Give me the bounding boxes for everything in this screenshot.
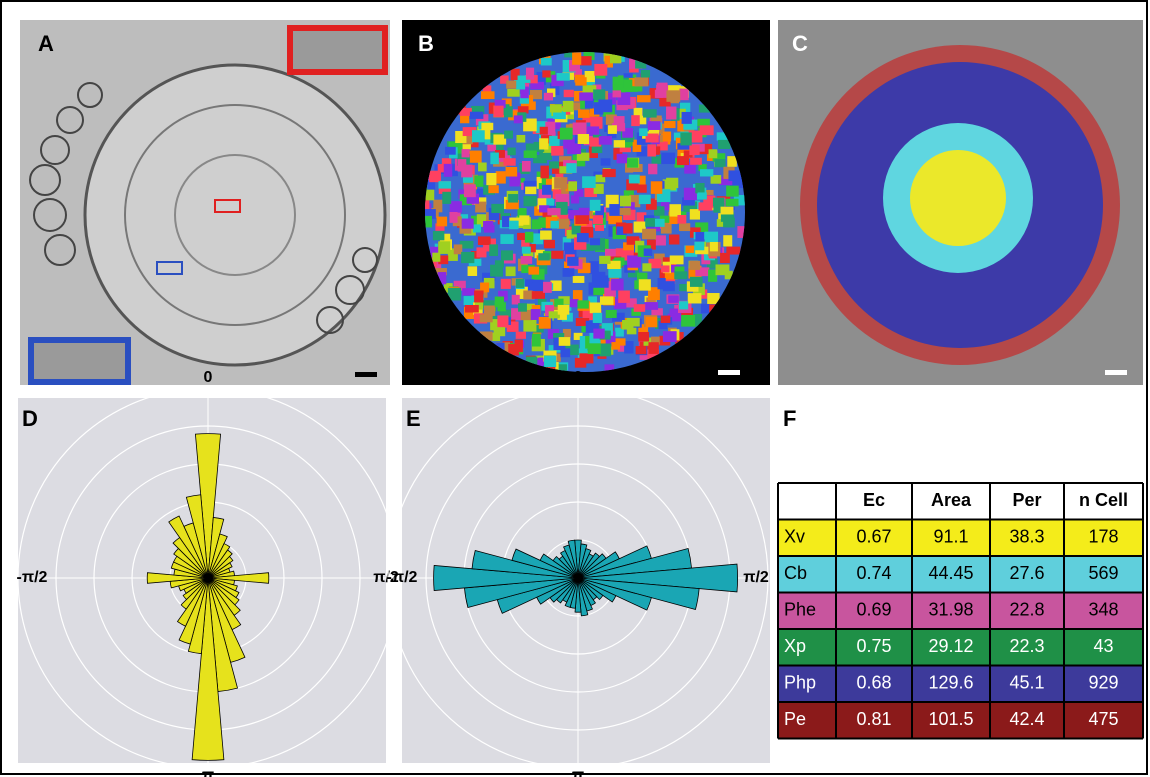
row-label: Xp xyxy=(784,636,806,656)
table-cell: 101.5 xyxy=(928,709,973,729)
column-header: Ec xyxy=(863,490,885,510)
theta-label: -π/2 xyxy=(17,569,48,586)
table-cell: 44.45 xyxy=(928,563,973,583)
table-cell: 91.1 xyxy=(933,527,968,547)
table-cell: 45.1 xyxy=(1009,673,1044,693)
theta-label: -π/2 xyxy=(387,569,418,586)
image-c xyxy=(778,20,1143,385)
table-cell: 38.3 xyxy=(1009,527,1044,547)
table-cell: 31.98 xyxy=(928,600,973,620)
table-cell: 569 xyxy=(1088,563,1118,583)
panel-label: D xyxy=(22,406,38,431)
table-cell: 0.68 xyxy=(856,673,891,693)
row-label: Cb xyxy=(784,563,807,583)
table-cell: 22.3 xyxy=(1009,636,1044,656)
rose-plot: 0 π/2 π -π/2 E xyxy=(387,369,770,777)
table-cell: 129.6 xyxy=(928,673,973,693)
table-cell: 43 xyxy=(1093,636,1113,656)
column-header: n Cell xyxy=(1079,490,1128,510)
table-cell: 0.69 xyxy=(856,600,891,620)
theta-label: 0 xyxy=(574,369,583,386)
table-cell: 0.74 xyxy=(856,563,891,583)
table-cell: 178 xyxy=(1088,527,1118,547)
table-cell: 42.4 xyxy=(1009,709,1044,729)
row-label: Php xyxy=(784,673,816,693)
row-label: Phe xyxy=(784,600,816,620)
table-cell: 348 xyxy=(1088,600,1118,620)
theta-label: 0 xyxy=(204,369,213,386)
theta-label: π xyxy=(572,767,584,777)
column-header: Area xyxy=(931,490,972,510)
column-header: Per xyxy=(1012,490,1041,510)
table-cell: 475 xyxy=(1088,709,1118,729)
theta-label: π/2 xyxy=(743,569,769,586)
image-b xyxy=(402,20,770,385)
panel-label: A xyxy=(38,31,54,56)
panel-label: E xyxy=(406,406,421,431)
figure: A B C 0 π/2 π -π/2 D 0 π/2 π -π/2 E F Ec Area Per n C… xyxy=(0,0,1150,777)
table-cell: 0.75 xyxy=(856,636,891,656)
table-cell: 22.8 xyxy=(1009,600,1044,620)
panel-label: C xyxy=(792,31,808,56)
table-cell: 0.67 xyxy=(856,527,891,547)
theta-label: π xyxy=(202,767,214,777)
image-a xyxy=(20,20,390,385)
table-cell: 929 xyxy=(1088,673,1118,693)
row-label: Pe xyxy=(784,709,806,729)
table-cell: 29.12 xyxy=(928,636,973,656)
panel-label: B xyxy=(418,31,434,56)
rose-plot: 0π/2π-π/2D xyxy=(17,369,399,777)
row-label: Xv xyxy=(784,527,805,547)
panel-label: F xyxy=(783,406,796,431)
table-cell: 27.6 xyxy=(1009,563,1044,583)
table-cell: 0.81 xyxy=(856,709,891,729)
